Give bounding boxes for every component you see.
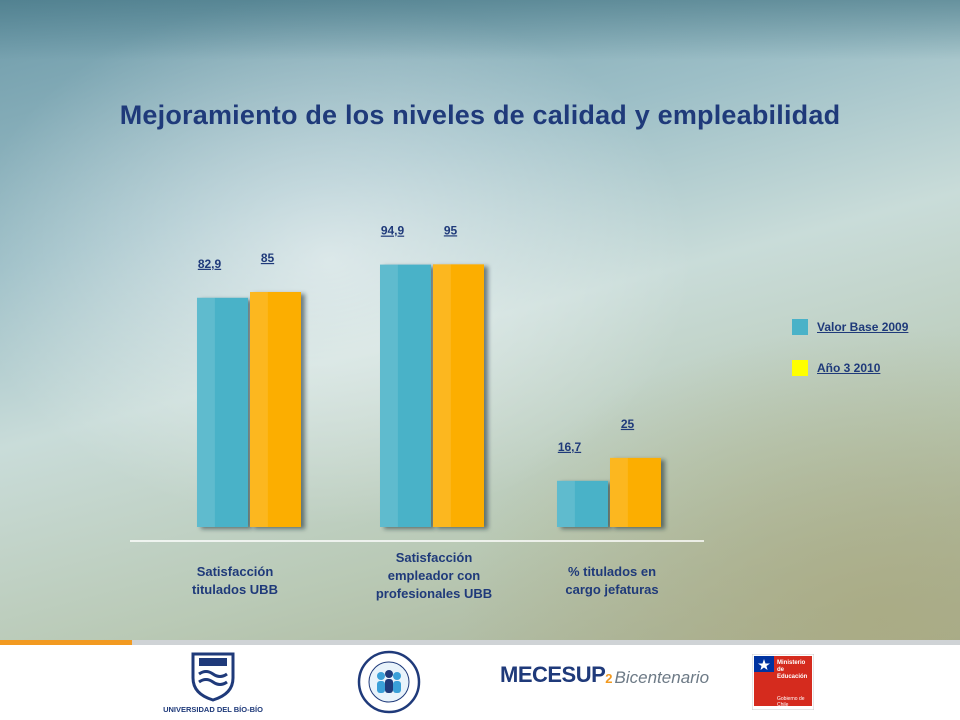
category-label-2: % titulados en cargo jefaturas bbox=[527, 563, 697, 599]
bar-highlight-0-1 bbox=[380, 264, 398, 527]
bar-ano3-2010-cat-1 bbox=[433, 264, 484, 527]
data-label-ano3-2010-cat-1: 95 bbox=[444, 223, 458, 237]
bar-base-2009-cat-0 bbox=[197, 297, 248, 527]
legend-item-base-2009: Valor Base 2009 bbox=[792, 318, 908, 336]
category-label-1-line-0: Satisfacción bbox=[395, 550, 473, 565]
ministerio-logo: Ministerio de Educación Gobierno de Chil… bbox=[752, 654, 814, 710]
category-label-0: Satisfacción titulados UBB bbox=[150, 563, 320, 599]
chart-title: Mejoramiento de los niveles de calidad y… bbox=[119, 100, 841, 130]
data-label-base-2009-cat-2: 16,7 bbox=[558, 440, 582, 454]
bar-highlight-0-2 bbox=[557, 480, 575, 527]
category-label-1: Satisfacción empleador con profesionales… bbox=[349, 549, 519, 603]
legend-label-base-2009: Valor Base 2009 bbox=[817, 320, 909, 334]
data-label-ano3-2010-cat-0: 85 bbox=[261, 251, 275, 265]
top-band bbox=[0, 0, 960, 60]
bar-highlight-0-0 bbox=[197, 297, 215, 527]
legend-swatch-base-2009 bbox=[792, 319, 808, 335]
bar-chart: 82,9 94,9 16,7 85 95 25 bbox=[197, 223, 661, 527]
category-label-2-line-0: % titulados en bbox=[567, 564, 657, 579]
bar-ano3-2010-cat-0 bbox=[250, 291, 301, 527]
legend-swatch-ano3-2010 bbox=[792, 360, 808, 376]
category-label-1-line-2: profesionales UBB bbox=[375, 586, 493, 601]
ministerio-text: Ministerio de Educación bbox=[777, 660, 808, 680]
bar-base-2009-cat-1 bbox=[380, 264, 431, 527]
footer-accent-bar bbox=[0, 640, 132, 645]
ubb-logo: UNIVERSIDAD DEL BÍO-BÍO bbox=[158, 650, 268, 714]
mecesup-number: 2 bbox=[605, 671, 613, 686]
mecesup-text: MECESUP bbox=[500, 662, 606, 687]
legend-item-ano3-2010: Año 3 2010 bbox=[792, 359, 908, 377]
category-label-0-line-1: titulados UBB bbox=[192, 582, 278, 597]
bar-ano3-2010-cat-2 bbox=[610, 457, 661, 527]
data-label-base-2009-cat-1: 94,9 bbox=[381, 224, 405, 238]
data-label-ano3-2010-cat-2: 25 bbox=[621, 417, 635, 431]
gobierno-chile-shield-icon bbox=[752, 654, 814, 710]
footer-divider bbox=[132, 640, 960, 645]
data-label-base-2009-cat-0: 82,9 bbox=[198, 257, 222, 271]
category-label-2-line-1: cargo jefaturas bbox=[565, 582, 659, 597]
legend: Valor Base 2009 Año 3 2010 bbox=[792, 318, 908, 400]
mecesup-bicentenario: Bicentenario bbox=[614, 668, 710, 687]
ubb-logo-text: UNIVERSIDAD DEL BÍO-BÍO bbox=[163, 705, 263, 714]
mecesup-logo: MECESUP 2 Bicentenario bbox=[500, 662, 709, 688]
legend-label-ano3-2010: Año 3 2010 bbox=[817, 361, 881, 375]
university-shield-icon bbox=[191, 652, 235, 702]
category-label-0-line-0: Satisfacción bbox=[196, 564, 274, 579]
programa-logo bbox=[356, 650, 422, 714]
category-label-1-line-1: empleador con bbox=[387, 568, 481, 583]
programa-politicas-seal-icon bbox=[357, 650, 421, 714]
bar-base-2009-cat-2 bbox=[557, 480, 608, 527]
bar-highlight-1-2 bbox=[610, 457, 628, 527]
bar-highlight-1-0 bbox=[250, 291, 268, 527]
bar-highlight-1-1 bbox=[433, 264, 451, 527]
footer: UNIVERSIDAD DEL BÍO-BÍO MECESUP 2 Bicent… bbox=[0, 640, 960, 720]
ministerio-subtext: Gobierno de Chile bbox=[777, 696, 805, 708]
